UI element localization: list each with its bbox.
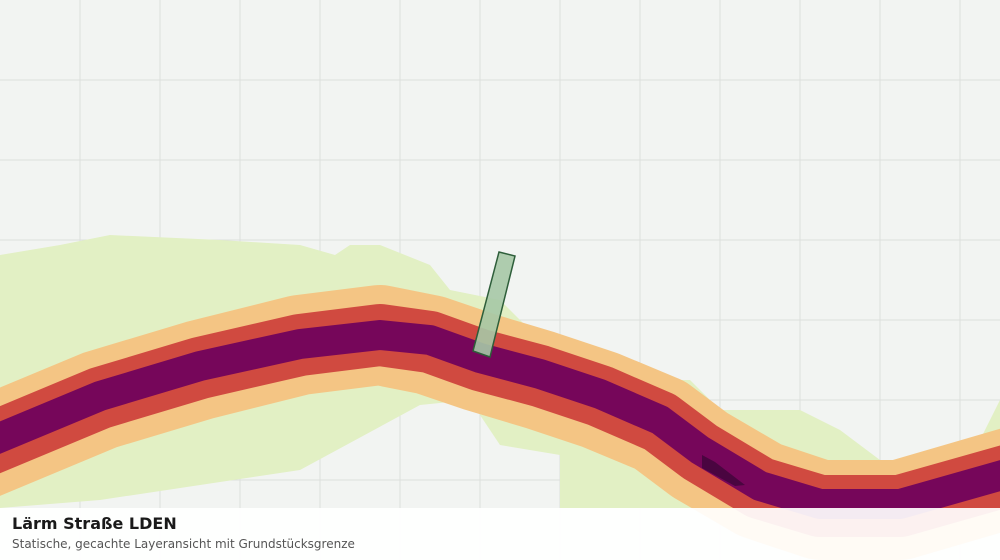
noise-zone-max: [702, 455, 745, 486]
noise-bands: [0, 285, 1000, 560]
layer-title: Lärm Straße LDEN: [12, 514, 177, 533]
parcel-boundary: [472, 251, 516, 358]
info-panel: [0, 508, 1000, 560]
layer-subtitle: Statische, gecachte Layeransicht mit Gru…: [12, 537, 355, 551]
noise-zone-very-high: [0, 320, 1000, 519]
